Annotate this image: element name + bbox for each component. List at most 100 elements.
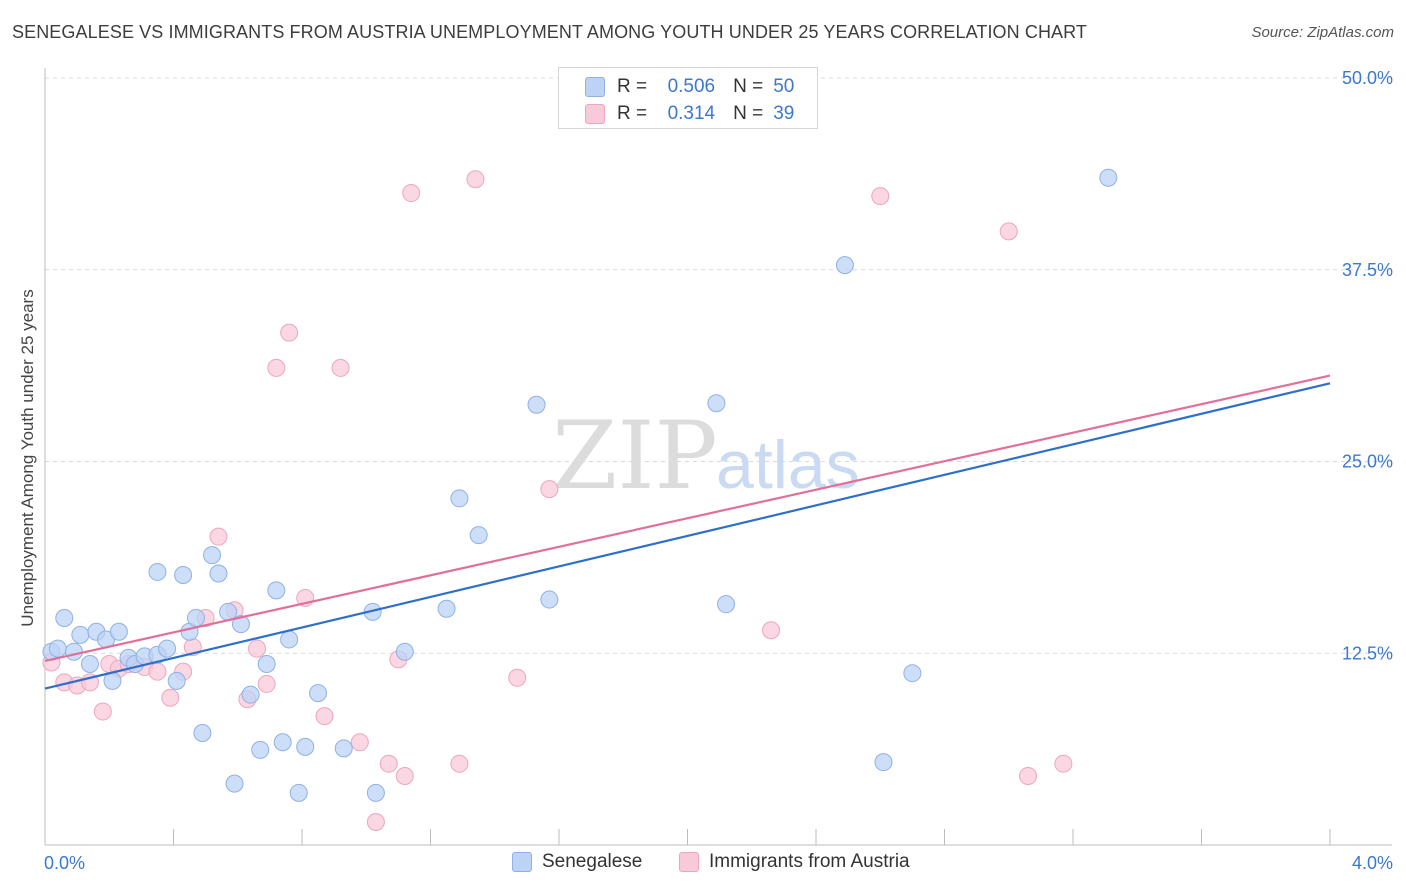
senegalese-point [241, 685, 260, 704]
r-label: R = [617, 76, 648, 97]
senegalese-legend-swatch [512, 852, 532, 872]
austria-point [350, 733, 369, 752]
x-tick-label: 0.0% [44, 853, 85, 873]
senegalese-point [395, 642, 414, 661]
senegalese-point [267, 581, 286, 600]
senegalese-point [540, 590, 559, 609]
senegalese-legend-label: Senegalese [542, 851, 643, 872]
senegalese-point [186, 608, 205, 627]
austria-point [402, 184, 421, 203]
senegalese-point [167, 671, 186, 690]
senegalese-point [219, 602, 238, 621]
austria-n-value: 39 [773, 103, 795, 124]
chart-title: SENEGALESE VS IMMIGRANTS FROM AUSTRIA UN… [12, 22, 1088, 42]
axis-layer [44, 68, 1392, 846]
senegalese-point [296, 737, 315, 756]
senegalese-swatch [585, 77, 605, 97]
austria-legend-swatch [679, 852, 699, 872]
senegalese-point [209, 564, 228, 583]
senegalese-point [469, 526, 488, 545]
legend-row-austria: R = 0.314 N = 39 [585, 102, 794, 126]
austria-trend-line [44, 374, 1331, 662]
correlation-legend: R = 0.506 N = 50 R = 0.314 N = 39 [558, 67, 818, 129]
austria-point [466, 170, 485, 189]
senegalese-point [158, 639, 177, 658]
austria-point [93, 702, 112, 721]
senegalese-point [193, 724, 212, 743]
austria-point [871, 187, 890, 206]
austria-legend-label: Immigrants from Austria [709, 851, 910, 872]
senegalese-point [148, 562, 167, 581]
austria-point [315, 707, 334, 726]
senegalese-point [251, 740, 270, 759]
y-tick-label: 37.5% [1342, 260, 1393, 280]
senegalese-point [55, 608, 74, 627]
senegalese-point [437, 599, 456, 618]
y-tick-label: 12.5% [1342, 643, 1393, 663]
austria-point [280, 323, 299, 342]
senegalese-point [366, 783, 385, 802]
grid-layer [45, 77, 1392, 654]
austria-point [1019, 766, 1038, 785]
senegalese-n-value: 50 [773, 76, 795, 97]
austria-swatch [585, 104, 605, 124]
senegalese-point [231, 615, 250, 634]
y-tick-label: 50.0% [1342, 68, 1393, 88]
watermark-zip: ZIP [552, 402, 718, 511]
watermark: ZIP atlas [552, 402, 860, 511]
x-tick-label: 4.0% [1352, 853, 1393, 873]
legend-item-austria: Immigrants from Austria [679, 851, 910, 873]
senegalese-point [450, 489, 469, 508]
senegalese-point [717, 595, 736, 614]
senegalese-point [48, 639, 67, 658]
n-label: N = [733, 103, 764, 124]
senegalese-point [280, 630, 299, 649]
austria-point [209, 527, 228, 546]
austria-point [395, 766, 414, 785]
trend-lines [44, 374, 1331, 690]
senegalese-point [257, 654, 276, 673]
tick-labels: 12.5% 25.0% 37.5% 50.0% 0.0% 4.0% [44, 68, 1393, 873]
austria-point [540, 480, 559, 499]
austria-point [508, 668, 527, 687]
austria-point [148, 662, 167, 681]
austria-point [366, 812, 385, 831]
senegalese-point [835, 256, 854, 275]
senegalese-point [174, 566, 193, 585]
senegalese-r-value: 0.506 [667, 76, 716, 97]
senegalese-point [273, 733, 292, 752]
source-label: Source: ZipAtlas.com [1251, 24, 1394, 41]
watermark-atlas: atlas [716, 427, 860, 503]
austria-point [1054, 754, 1073, 773]
y-tick-label: 25.0% [1342, 452, 1393, 472]
austria-point [248, 639, 267, 658]
senegalese-point [109, 622, 128, 641]
austria-point [267, 358, 286, 377]
senegalese-point [203, 546, 222, 565]
n-label: N = [733, 76, 764, 97]
senegalese-point [707, 394, 726, 413]
austria-point [450, 754, 469, 773]
senegalese-point [71, 625, 90, 644]
austria-point [161, 688, 180, 707]
r-label: R = [617, 103, 648, 124]
senegalese-point [80, 654, 99, 673]
series-legend: Senegalese Immigrants from Austria [0, 851, 1406, 877]
senegalese-point [334, 739, 353, 758]
austria-r-value: 0.314 [667, 103, 716, 124]
senegalese-point [903, 664, 922, 683]
senegalese-point [289, 783, 308, 802]
austria-point [999, 222, 1018, 241]
senegalese-point [527, 395, 546, 414]
austria-point [331, 358, 350, 377]
senegalese-trend-line [44, 382, 1331, 690]
austria-point [257, 674, 276, 693]
senegalese-point [1099, 168, 1118, 187]
austria-point [762, 621, 781, 640]
legend-row-senegalese: R = 0.506 N = 50 [585, 75, 794, 99]
senegalese-point [64, 642, 83, 661]
austria-point [379, 754, 398, 773]
senegalese-point [225, 774, 244, 793]
legend-item-senegalese: Senegalese [512, 851, 642, 873]
